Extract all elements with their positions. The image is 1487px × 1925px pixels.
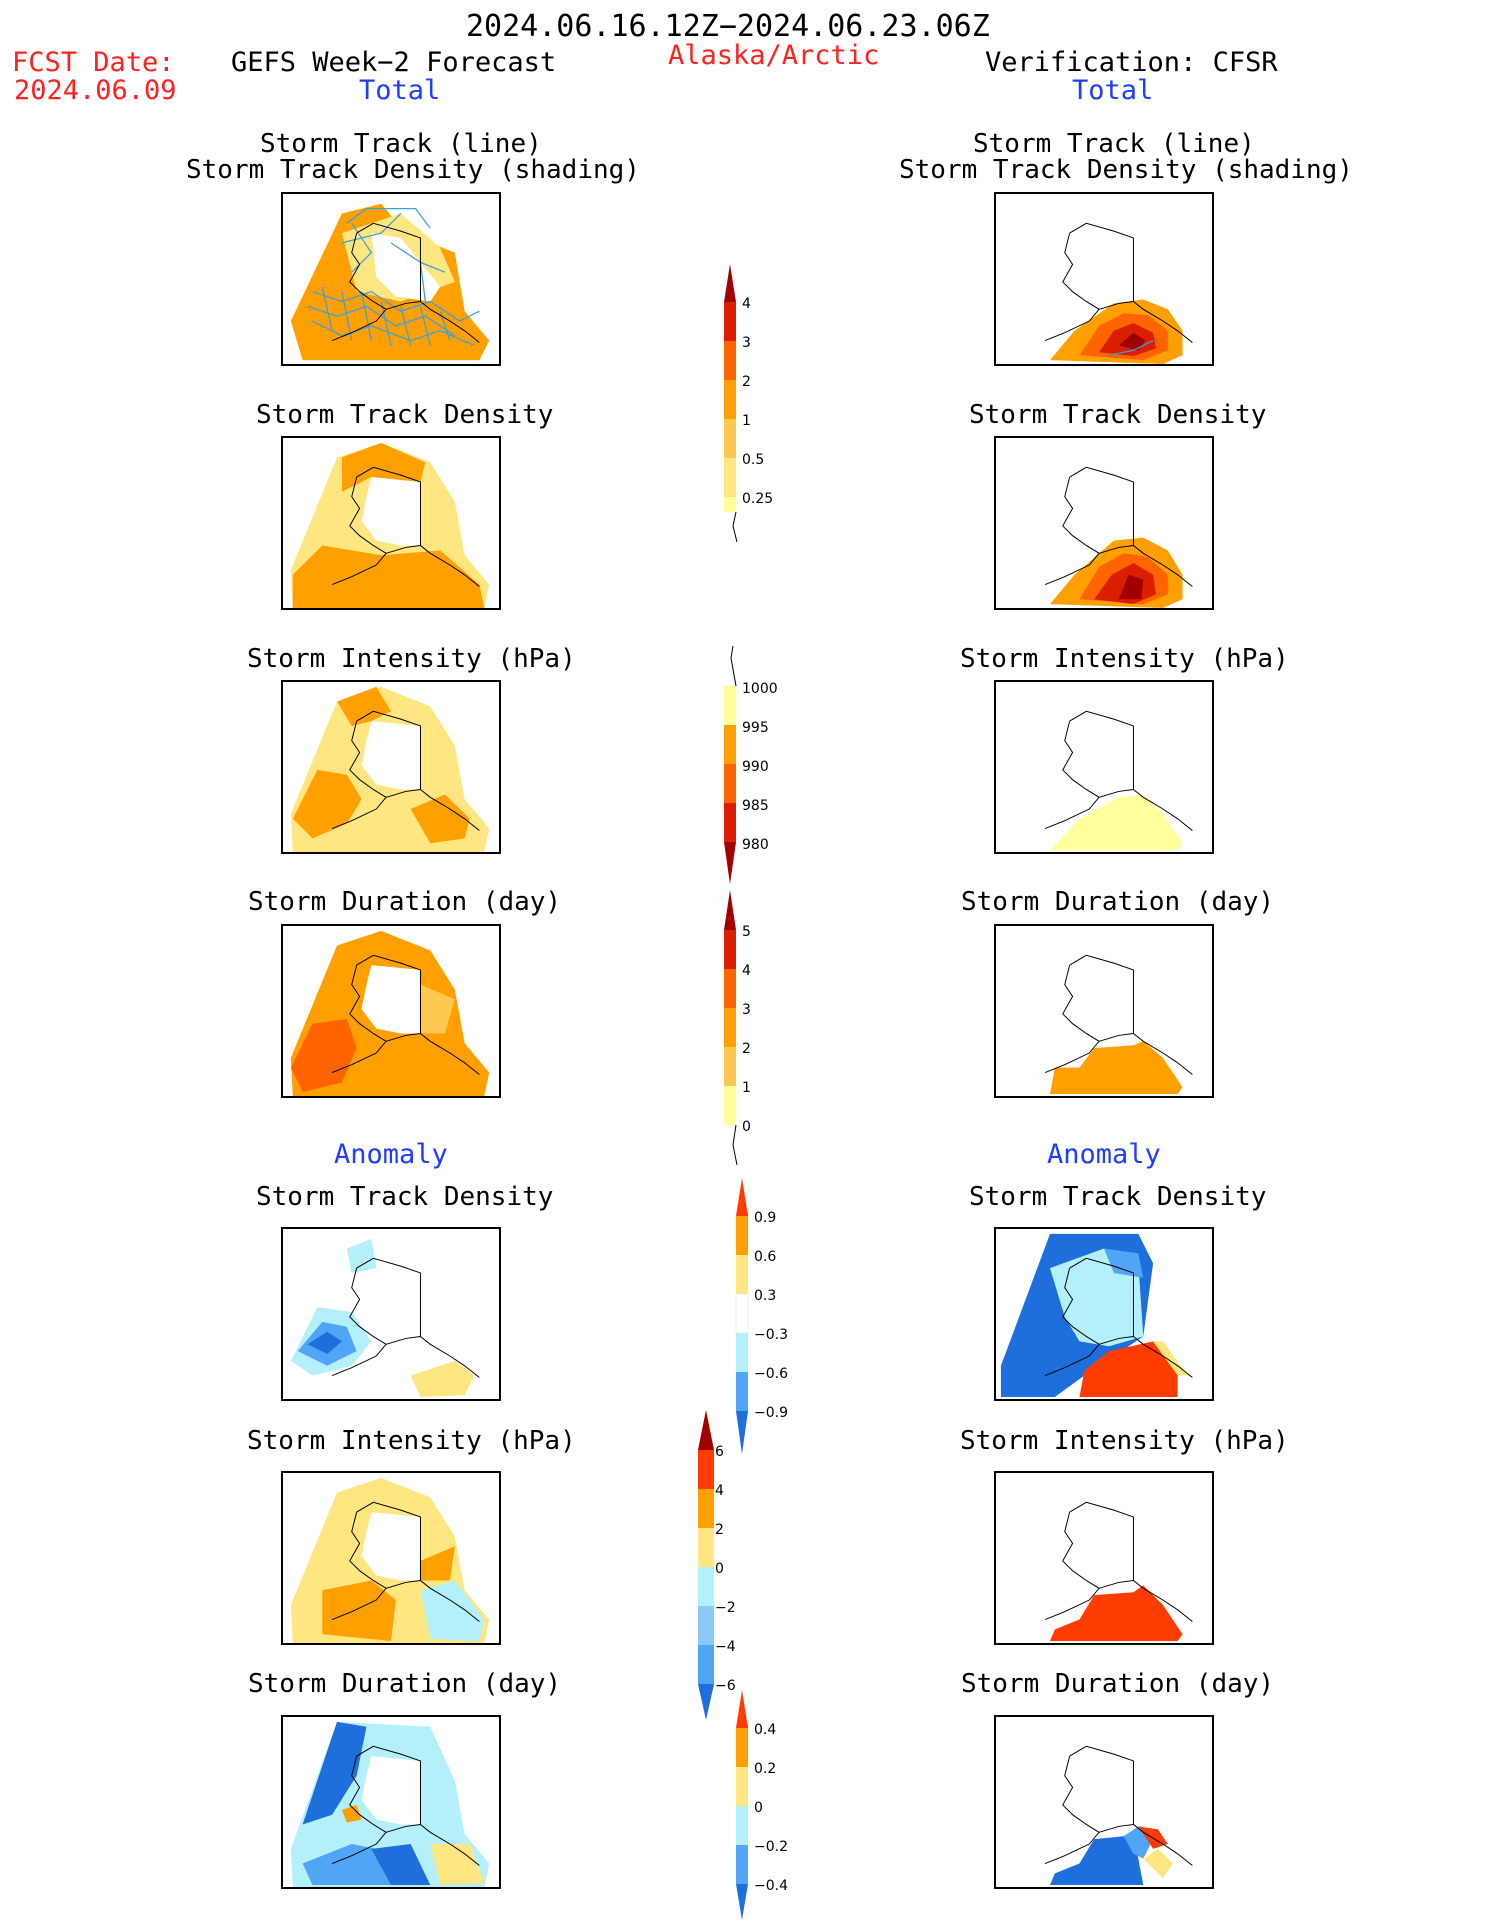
right-anom-density-title: Storm Track Density [969, 1182, 1267, 1212]
anom-density-cbar-tick-neg0.6: −0.6 [754, 1366, 788, 1382]
anom-intensity-cbar-tick-neg4: −4 [715, 1639, 736, 1655]
anom-density-cbar-tick-neg0.3: −0.3 [754, 1327, 788, 1343]
fcst-date-label: FCST Date: [12, 47, 175, 78]
intensity-cbar-tick-980: 980 [742, 837, 769, 853]
right-density-title: Storm Track Density [969, 400, 1267, 430]
duration-colorbar: 5 4 3 2 1 0 [723, 890, 803, 1170]
density-cbar-tick-0.25: 0.25 [742, 491, 774, 507]
right-track-line-title: Storm Track (line) [973, 129, 1255, 159]
duration-cbar-tick-3: 3 [742, 1002, 751, 1018]
date-range-title: 2024.06.16.12Z−2024.06.23.06Z [466, 9, 990, 44]
verification-duration-map [994, 924, 1214, 1098]
forecast-title: GEFS Week−2 Forecast [231, 47, 557, 78]
anom-intensity-cbar-tick-6: 6 [715, 1444, 724, 1460]
left-anom-duration-title: Storm Duration (day) [248, 1669, 562, 1699]
anom-duration-cbar-tick-0.4: 0.4 [754, 1722, 777, 1738]
intensity-cbar-tick-995: 995 [742, 720, 769, 736]
density-cbar-tick-0.5: 0.5 [742, 452, 765, 468]
left-track-line-title: Storm Track (line) [260, 129, 542, 159]
anom-duration-cbar-tick-0.2: 0.2 [754, 1761, 777, 1777]
anom-intensity-cbar-tick-0: 0 [715, 1561, 724, 1577]
anom-density-cbar-tick-neg0.9: −0.9 [754, 1405, 788, 1421]
intensity-colorbar: 1000 995 990 985 980 [723, 645, 803, 886]
density-cbar-tick-2: 2 [742, 374, 751, 390]
duration-cbar-tick-5: 5 [742, 924, 751, 940]
anom-density-cbar-tick-0.6: 0.6 [754, 1249, 777, 1265]
duration-cbar-tick-4: 4 [742, 963, 751, 979]
left-intensity-title: Storm Intensity (hPa) [247, 644, 576, 674]
verification-track-map [994, 192, 1214, 366]
forecast-intensity-map [281, 680, 501, 854]
forecast-track-map [281, 192, 501, 366]
total-left-label: Total [359, 75, 441, 106]
anom-duration-cbar-tick-0: 0 [754, 1800, 763, 1816]
density-cbar-tick-1: 1 [742, 413, 751, 429]
anom-intensity-cbar-tick-2: 2 [715, 1522, 724, 1538]
right-intensity-title: Storm Intensity (hPa) [960, 644, 1289, 674]
left-anom-density-title: Storm Track Density [256, 1182, 554, 1212]
left-density-title: Storm Track Density [256, 400, 554, 430]
verification-anom-duration-map [994, 1715, 1214, 1889]
right-anom-intensity-title: Storm Intensity (hPa) [960, 1426, 1289, 1456]
forecast-anom-density-map [281, 1227, 501, 1401]
left-anom-intensity-title: Storm Intensity (hPa) [247, 1426, 576, 1456]
anom-intensity-cbar-tick-neg2: −2 [715, 1600, 736, 1616]
anom-intensity-cbar-tick-4: 4 [715, 1483, 724, 1499]
right-duration-title: Storm Duration (day) [961, 887, 1275, 917]
left-track-shading-title: Storm Track Density (shading) [186, 155, 640, 185]
intensity-cbar-tick-990: 990 [742, 759, 769, 775]
region-title: Alaska/Arctic [668, 40, 880, 71]
forecast-anom-intensity-map [281, 1471, 501, 1645]
anomaly-right-label: Anomaly [1047, 1139, 1161, 1170]
fcst-date-value: 2024.06.09 [14, 75, 177, 106]
left-duration-title: Storm Duration (day) [248, 887, 562, 917]
total-right-label: Total [1072, 75, 1154, 106]
anom-duration-cbar-tick-neg0.4: −0.4 [754, 1878, 788, 1894]
anom-duration-cbar-tick-neg0.2: −0.2 [754, 1839, 788, 1855]
forecast-duration-map [281, 924, 501, 1098]
intensity-cbar-tick-985: 985 [742, 798, 769, 814]
right-track-shading-title: Storm Track Density (shading) [899, 155, 1353, 185]
verification-intensity-map [994, 680, 1214, 854]
verification-title: Verification: CFSR [985, 47, 1278, 78]
verification-anom-intensity-map [994, 1471, 1214, 1645]
intensity-cbar-tick-1000: 1000 [742, 681, 778, 697]
density-cbar-tick-3: 3 [742, 335, 751, 351]
duration-cbar-tick-0: 0 [742, 1119, 751, 1135]
anomaly-left-label: Anomaly [334, 1139, 448, 1170]
anom-density-colorbar: 0.9 0.6 0.3 −0.3 −0.6 −0.9 [735, 1178, 815, 1458]
duration-cbar-tick-1: 1 [742, 1080, 751, 1096]
anom-intensity-cbar-tick-neg6: −6 [715, 1678, 736, 1694]
density-cbar-tick-4: 4 [742, 296, 751, 312]
verification-density-map [994, 436, 1214, 610]
forecast-anom-duration-map [281, 1715, 501, 1889]
duration-cbar-tick-2: 2 [742, 1041, 751, 1057]
anom-intensity-colorbar: 6 4 2 0 −2 −4 −6 [697, 1410, 777, 1720]
right-anom-duration-title: Storm Duration (day) [961, 1669, 1275, 1699]
anom-density-cbar-tick-0.3: 0.3 [754, 1288, 777, 1304]
verification-anom-density-map [994, 1227, 1214, 1401]
density-colorbar: 4 3 2 1 0.5 0.25 [723, 264, 803, 544]
anom-density-cbar-tick-0.9: 0.9 [754, 1210, 777, 1226]
forecast-density-map [281, 436, 501, 610]
anom-duration-colorbar: 0.4 0.2 0 −0.2 −0.4 [735, 1690, 815, 1920]
